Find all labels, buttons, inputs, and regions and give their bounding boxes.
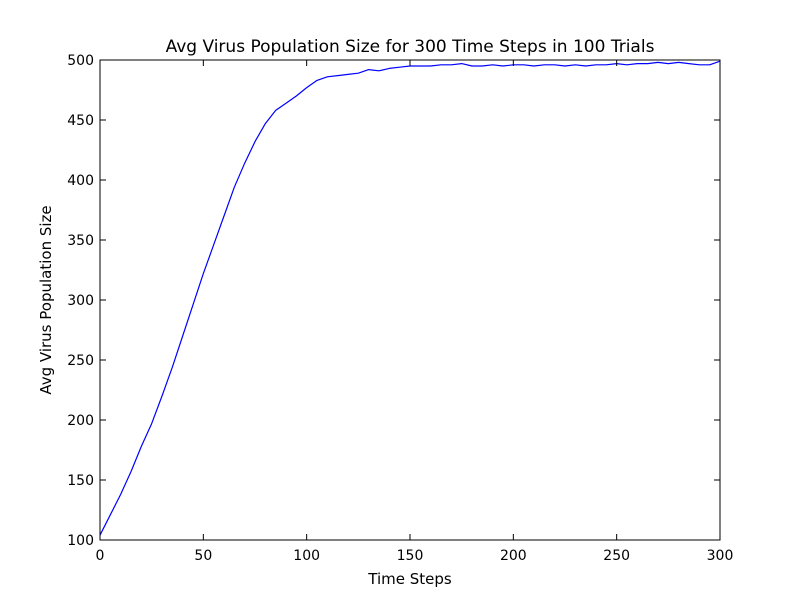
y-tick-label: 300 [67,293,94,309]
x-tick-label: 100 [293,548,320,564]
axes-frame [99,59,721,541]
x-tick-label: 0 [96,548,105,564]
y-tick-label: 500 [67,53,94,69]
y-tick-label: 450 [67,113,94,129]
x-axis-label: Time Steps [367,570,452,588]
y-tick-label: 250 [67,353,94,369]
y-axis-label: Avg Virus Population Size [37,205,55,394]
x-tick-label: 150 [397,548,424,564]
y-tick-label: 350 [67,233,94,249]
y-tick-label: 200 [67,413,94,429]
x-tick-label: 200 [500,548,527,564]
tick-labels: 0 50 100 150 200 250 300 100 150 200 250 300 350 400 4… [67,53,733,564]
y-tick-label: 400 [67,173,94,189]
y-tick-label: 100 [67,533,94,549]
chart-title: Avg Virus Population Size for 300 Time S… [166,37,655,57]
y-tick-label: 150 [67,473,94,489]
x-tick-label: 50 [194,548,212,564]
x-tick-label: 250 [603,548,630,564]
x-tick-label: 300 [707,548,734,564]
